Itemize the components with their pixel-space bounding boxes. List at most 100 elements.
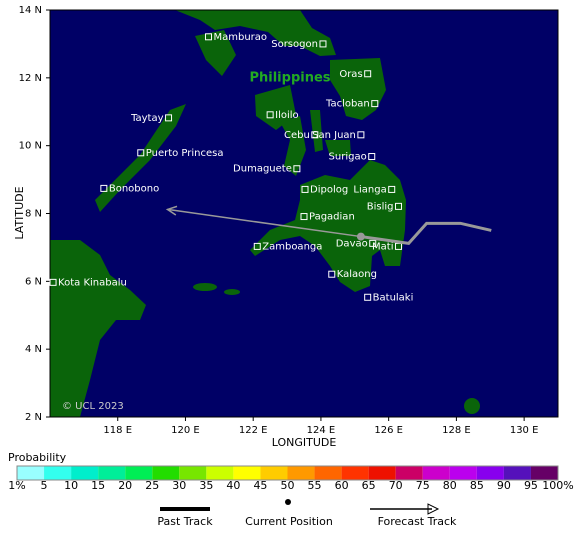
city-label: Davao	[336, 238, 368, 249]
x-tick-label: 124 E	[307, 425, 336, 436]
probability-label: 60	[335, 479, 349, 492]
city-label: Iloilo	[275, 110, 299, 121]
y-tick-label: 6 N	[25, 276, 42, 287]
city-label: Tacloban	[325, 99, 370, 110]
city-marker	[100, 184, 108, 192]
probability-label: 1%	[8, 479, 25, 492]
y-tick-label: 12 N	[19, 73, 42, 84]
city-marker	[371, 100, 379, 108]
city-marker	[311, 131, 319, 139]
probability-swatch	[233, 466, 261, 480]
city-label: Bonobono	[109, 183, 159, 194]
probability-swatch	[98, 466, 126, 480]
probability-label: 80	[443, 479, 457, 492]
city-label: Taytay	[130, 113, 164, 124]
probability-label: 85	[470, 479, 484, 492]
x-tick-label: 122 E	[239, 425, 268, 436]
city-marker	[368, 153, 376, 161]
x-tick-label: 126 E	[374, 425, 403, 436]
probability-label: 15	[91, 479, 105, 492]
city-label: Dumaguete	[233, 164, 292, 175]
city-label: Bislig	[367, 201, 394, 212]
city-marker	[300, 213, 308, 221]
probability-swatch	[179, 466, 207, 480]
probability-label: 55	[308, 479, 322, 492]
city-marker	[369, 239, 377, 247]
city-marker	[165, 114, 173, 122]
forecast-track	[167, 208, 362, 238]
city-label: Mati	[372, 241, 393, 252]
probability-swatch	[44, 466, 72, 480]
city-marker	[137, 149, 145, 157]
current-position	[356, 232, 365, 241]
probability-swatch	[422, 466, 450, 480]
probability-swatch	[503, 466, 531, 480]
probability-label: 35	[199, 479, 213, 492]
city-label: Puerto Princesa	[146, 148, 224, 159]
legend-current-position-symbol	[285, 499, 291, 505]
probability-label: 70	[389, 479, 403, 492]
city-marker	[357, 131, 365, 139]
city-marker	[266, 111, 274, 119]
probability-swatch	[476, 466, 504, 480]
city-marker	[364, 293, 372, 301]
land	[50, 10, 480, 417]
probability-label: 10	[64, 479, 78, 492]
y-tick-label: 10 N	[19, 141, 42, 152]
probability-swatch	[206, 466, 234, 480]
past-track	[360, 221, 492, 245]
probability-label: 65	[362, 479, 376, 492]
city-marker	[394, 202, 402, 210]
probability-swatch	[341, 466, 369, 480]
probability-swatch	[152, 466, 180, 480]
x-tick-label: 130 E	[510, 425, 539, 436]
city-marker	[364, 70, 372, 78]
city-label: San Juan	[312, 130, 356, 141]
probability-label: 75	[416, 479, 430, 492]
y-axis-label: LATITUDE	[13, 186, 26, 239]
x-axis-label: LONGITUDE	[272, 436, 337, 449]
probability-swatch	[287, 466, 315, 480]
city-label: Surigao	[329, 152, 367, 163]
probability-swatch	[71, 466, 99, 480]
probability-swatch	[260, 466, 288, 480]
city-marker	[204, 33, 212, 41]
probability-swatch	[125, 466, 153, 480]
x-tick-label: 120 E	[171, 425, 200, 436]
probability-title: Probability	[8, 451, 67, 464]
city-label: Mamburao	[213, 32, 267, 43]
y-tick-label: 8 N	[25, 209, 42, 220]
city-label: Cebu	[284, 130, 310, 141]
probability-label: 95	[524, 479, 538, 492]
city-marker	[301, 185, 309, 193]
probability-swatch	[530, 466, 558, 480]
city-label: Dipolog	[310, 184, 348, 195]
city-label: Kota Kinabalu	[58, 277, 127, 288]
probability-swatch	[368, 466, 396, 480]
legend-forecast-track: Forecast Track	[378, 515, 457, 528]
city-marker	[253, 242, 261, 250]
probability-bar-frame	[16, 465, 559, 481]
y-tick-label: 2 N	[25, 412, 42, 423]
probability-swatch	[449, 466, 477, 480]
city-marker	[49, 278, 57, 286]
city-marker	[293, 165, 301, 173]
city-marker	[319, 40, 327, 48]
probability-label: 5	[41, 479, 48, 492]
forecast-arrowhead	[165, 205, 178, 216]
y-tick-label: 14 N	[19, 5, 42, 16]
probability-swatch	[314, 466, 342, 480]
x-tick-label: 118 E	[103, 425, 132, 436]
city-label: Kalaong	[337, 269, 377, 280]
country-label: Philippines	[249, 71, 330, 86]
city-label: Oras	[339, 69, 362, 80]
city-marker	[388, 185, 396, 193]
probability-label: 20	[118, 479, 132, 492]
city-label: Pagadian	[309, 212, 355, 223]
probability-label: 100%	[542, 479, 573, 492]
probability-label: 25	[145, 479, 159, 492]
probability-label: 40	[226, 479, 240, 492]
probability-label: 50	[281, 479, 295, 492]
probability-swatch	[17, 466, 45, 480]
